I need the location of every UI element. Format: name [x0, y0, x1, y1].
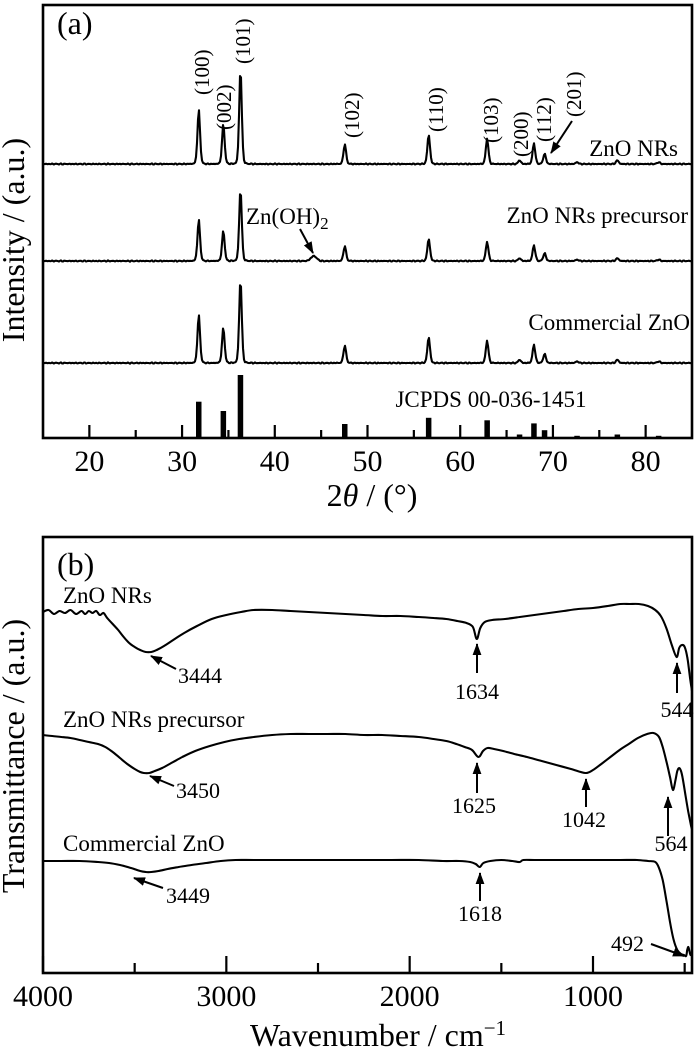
band-arrow-492 [650, 943, 685, 957]
xrd-x-axis-label: 2θ / (°) [327, 477, 418, 513]
xrd-panel: 20 30 40 50 60 70 80 (100)(002) (101) (102) (110)… [0, 3, 694, 513]
miller-index-label--201-: (201) [562, 72, 586, 118]
xrd-series-label-zno-nrs: ZnO NRs [589, 136, 678, 161]
ftir-trace-zno-nrs [41, 602, 694, 693]
jcpds-bar--200- [516, 434, 523, 437]
miller-index-label--103-: (103) [479, 98, 503, 144]
x-tick-label: 40 [260, 445, 290, 478]
series-pointer-arrow [550, 120, 573, 154]
xrd-x-axis-label-unit: / (°) [358, 477, 417, 513]
jcpds-bar--101- [237, 375, 244, 437]
jcpds-bar--100- [196, 401, 202, 437]
miller-index-label--101-: (101) [231, 19, 255, 65]
jcpds-bar--104- [655, 435, 662, 437]
xrd-x-axis-label-prefix: 2 [327, 477, 343, 513]
ftir-series-label-zno-nrs-precursor: ZnO NRs precursor [63, 707, 245, 732]
band-annotation-564: 564 [655, 831, 688, 856]
miller-index-label--200-: (200) [509, 112, 533, 158]
x-tick-label: 1000 [563, 980, 623, 1013]
band-annotation-1625: 1625 [452, 793, 496, 818]
band-annotation-1634: 1634 [455, 679, 499, 704]
jcpds-bar--002- [220, 411, 227, 437]
ftir-trace-zno-nrs-precursor [41, 731, 694, 831]
band-annotation-3450: 3450 [176, 778, 220, 803]
x-tick-label: 3000 [196, 980, 256, 1013]
band-annotation-492: 492 [611, 931, 644, 956]
ftir-plot-border [41, 535, 694, 975]
miller-index-label--110-: (110) [424, 87, 448, 132]
x-tick-label: 20 [74, 445, 104, 478]
jcpds-bar--201- [541, 430, 548, 437]
xrd-x-axis-ticks: 20 30 40 50 60 70 80 [74, 425, 661, 478]
ftir-annotation-arrows [133, 643, 685, 957]
xrd-x-axis-label-theta: θ [343, 477, 359, 513]
band-annotation-1042: 1042 [562, 807, 606, 832]
band-annotation-3449: 3449 [166, 883, 210, 908]
zn-oh2-annotation-subscript: 2 [320, 214, 329, 233]
jcpds-reference-bars [196, 375, 662, 437]
ftir-series-label-zno-nrs: ZnO NRs [63, 583, 152, 608]
jcpds-reference-label: JCPDS 00-036-1451 [395, 387, 586, 412]
panel-b-tag: (b) [57, 546, 94, 582]
band-arrow-3449 [133, 877, 164, 889]
jcpds-bar--102- [342, 424, 348, 437]
x-tick-label: 2000 [380, 980, 440, 1013]
xrd-traces [41, 75, 694, 365]
ftir-x-axis-label: Wavenumber / cm−1 [250, 1016, 506, 1053]
xrd-trace-zno-nrs-precursor [41, 193, 694, 263]
ftir-x-axis-ticks: 4000 3000 2000 1000 [13, 956, 686, 1013]
zn-oh2-arrow [299, 228, 314, 254]
miller-index-label--002-: (002) [212, 85, 236, 131]
x-tick-label: 30 [167, 445, 197, 478]
x-tick-label: 60 [445, 445, 475, 478]
band-annotation-1618: 1618 [458, 901, 502, 926]
xrd-trace-zno-nrs [41, 75, 694, 166]
miller-index-label--102-: (102) [340, 93, 364, 139]
x-tick-label: 70 [538, 445, 568, 478]
band-arrow-3450 [149, 775, 175, 787]
zn-oh2-annotation: Zn(OH)2 [246, 204, 329, 233]
xrd-series-label-zno-nrs-precursor: ZnO NRs precursor [507, 203, 689, 228]
jcpds-bar--202- [614, 434, 621, 437]
zn-oh2-annotation-main: Zn(OH) [246, 204, 320, 229]
jcpds-bar--110- [425, 417, 432, 437]
band-annotation-544: 544 [661, 697, 694, 722]
ftir-traces [41, 602, 694, 958]
xrd-y-axis-label: Intensity / (a.u.) [0, 138, 31, 342]
ftir-band-annotations: 3444 1634 544 3450 1625 1042 564 3449 16… [166, 663, 694, 956]
ftir-x-axis-label-main: Wavenumber / cm [250, 1017, 484, 1053]
ftir-x-axis-label-exponent: −1 [484, 1016, 506, 1040]
band-arrow-3444 [150, 655, 177, 670]
xrd-plot-border [41, 3, 694, 440]
xrd-trace-commercial-zno [41, 284, 694, 365]
x-tick-label: 80 [631, 445, 661, 478]
xrd-series-label-commercial-zno: Commercial ZnO [528, 310, 690, 335]
ftir-panel: 4000 3000 2000 1000 (b) Transmittance / (a.… [0, 535, 694, 1053]
ftir-trace-commercial-zno [41, 858, 694, 958]
miller-index-label--112-: (112) [532, 97, 556, 142]
xrd-annotation-arrows [299, 120, 573, 254]
miller-index-labels: (100)(002) (101) (102) (110) (103) (200) (112)… [190, 19, 586, 158]
x-tick-label: 50 [353, 445, 383, 478]
jcpds-bar--103- [484, 420, 490, 437]
jcpds-bar--112- [531, 423, 537, 437]
x-tick-label: 4000 [13, 980, 73, 1013]
panel-a-tag: (a) [57, 5, 93, 41]
jcpds-bar--004- [574, 435, 580, 437]
miller-index-label--100-: (100) [190, 50, 214, 96]
band-annotation-3444: 3444 [178, 663, 222, 688]
ftir-series-label-commercial-zno: Commercial ZnO [63, 831, 225, 856]
ftir-y-axis-label: Transmittance / (a.u.) [0, 619, 31, 893]
